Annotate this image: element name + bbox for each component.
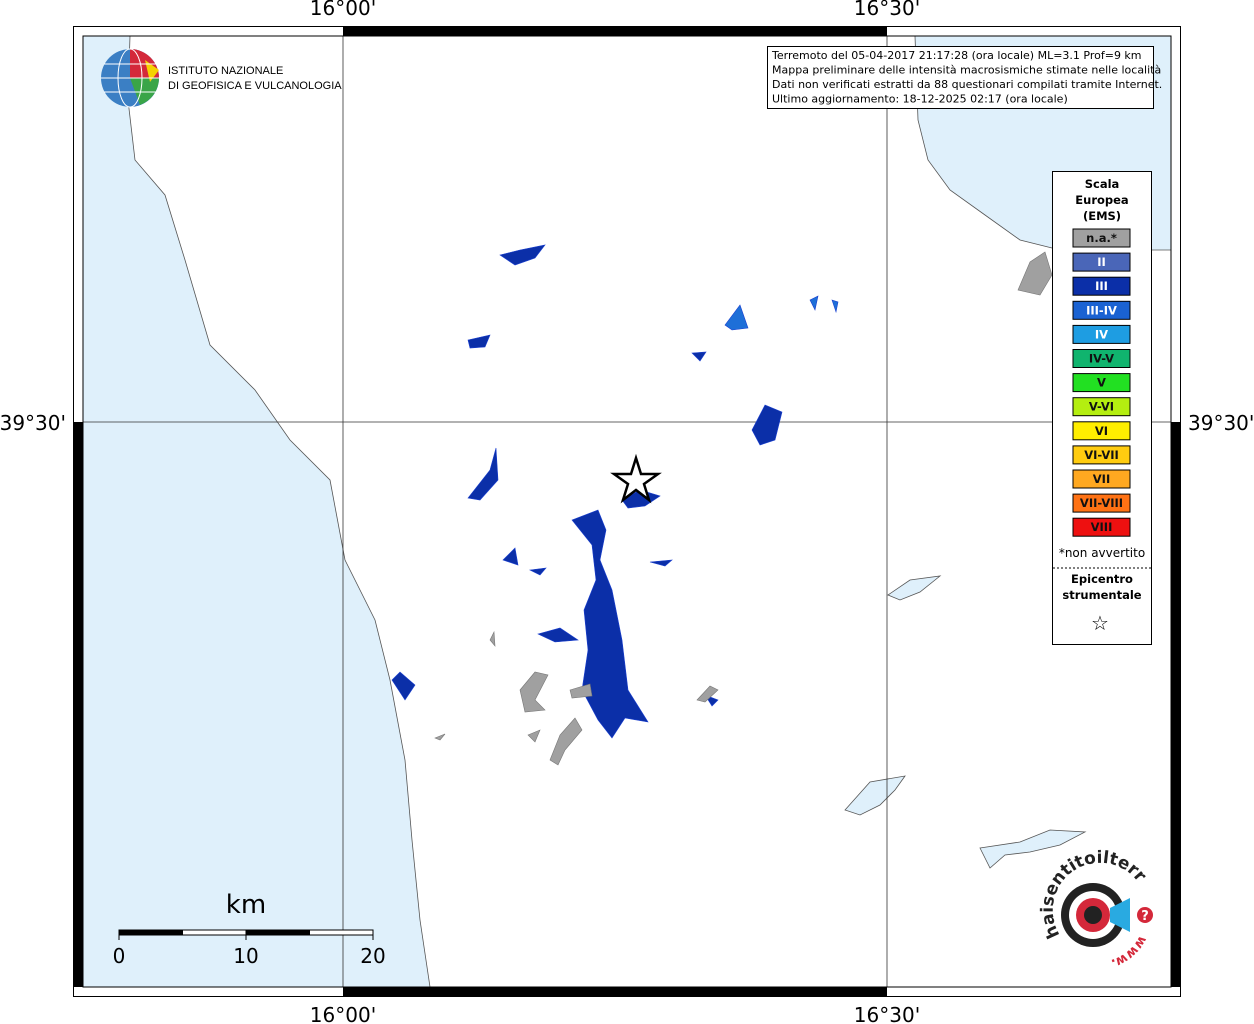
graticule (83, 36, 1171, 987)
legend-title: (EMS) (1083, 209, 1121, 223)
ingv-logo: ISTITUTO NAZIONALE DI GEOFISICA E VULCAN… (101, 48, 342, 108)
info-line: Ultimo aggiornamento: 18-12-2025 02:17 (… (772, 93, 1068, 106)
legend: ScalaEuropea(EMS)n.a.*IIIIIIII-IVIVIV-VV… (1059, 177, 1145, 635)
frame-outer (73, 26, 1181, 997)
legend-symbol: ☆ (1091, 611, 1109, 635)
lat-label: 39°30' (0, 411, 66, 435)
ingv-name: DI GEOFISICA E VULCANOLOGIA (168, 80, 342, 92)
legend-label: VIII (1091, 520, 1113, 534)
legend-label: n.a.* (1086, 231, 1117, 245)
legend-swatch (1072, 517, 1131, 537)
lat-label: 39°30' (1188, 411, 1254, 435)
legend-note: *non avvertito (1059, 546, 1145, 560)
legend-label: IV (1095, 327, 1108, 341)
info-lines: Terremoto del 05-04-2017 21:17:28 (ora l… (771, 49, 1162, 106)
legend-swatch (1072, 493, 1131, 513)
epicenter (610, 453, 662, 504)
legend-label: II (1097, 255, 1106, 269)
legend-swatch (1072, 373, 1131, 393)
lake (887, 575, 942, 601)
legend-label: VI (1095, 424, 1108, 438)
lake (844, 775, 906, 816)
lake (979, 829, 1087, 869)
legend-epicenter: Epicentro (1071, 572, 1133, 586)
info-line: Terremoto del 05-04-2017 21:17:28 (ora l… (771, 49, 1142, 62)
legend-swatch (1072, 397, 1131, 417)
legend-label: IV-V (1089, 352, 1114, 366)
lon-label: 16°30' (854, 0, 920, 20)
lon-label: 16°00' (310, 1003, 376, 1024)
scale-label: 10 (233, 944, 258, 968)
site-mark: ? (1141, 909, 1149, 924)
legend-swatch (1072, 300, 1131, 320)
legend-label: VII-VIII (1080, 496, 1123, 510)
legend-title: Scala (1085, 177, 1120, 191)
legend-swatch (1072, 324, 1131, 344)
legend-swatch (1072, 445, 1131, 465)
intensity-areas-light (724, 295, 839, 331)
lon-label: 16°30' (854, 1003, 920, 1024)
legend-label: V (1097, 376, 1106, 390)
scale-label: 20 (360, 944, 385, 968)
not-felt-areas (434, 251, 1053, 766)
legend-swatch (1072, 469, 1131, 489)
legend-swatch (1072, 349, 1131, 368)
legend-label: III-IV (1086, 303, 1117, 317)
scale-bar: km 0 10 20 (113, 890, 386, 968)
legend-swatch (1072, 228, 1131, 248)
ingv-name: ISTITUTO NAZIONALE (168, 65, 283, 77)
legend-title: Europea (1075, 193, 1128, 207)
intensity-areas (391, 244, 783, 739)
scale-label: 0 (113, 944, 126, 968)
legend-label: VI-VII (1084, 448, 1119, 462)
frame-bars (74, 27, 1180, 996)
info-line: Dati non verificati estratti da 88 quest… (772, 78, 1162, 91)
legend-swatch (1072, 252, 1131, 272)
info-line: Mappa preliminare delle intensità macros… (772, 64, 1161, 77)
legend-label: V-VI (1089, 400, 1114, 414)
scale-unit: km (226, 890, 266, 920)
legend-swatch (1072, 421, 1131, 441)
legend-epicenter: strumentale (1062, 588, 1141, 602)
legend-label: III (1095, 279, 1108, 293)
lon-label: 16°00' (310, 0, 376, 20)
info-box (767, 46, 1154, 109)
legend-label: VII (1093, 472, 1110, 486)
legend-swatch (1072, 276, 1131, 296)
